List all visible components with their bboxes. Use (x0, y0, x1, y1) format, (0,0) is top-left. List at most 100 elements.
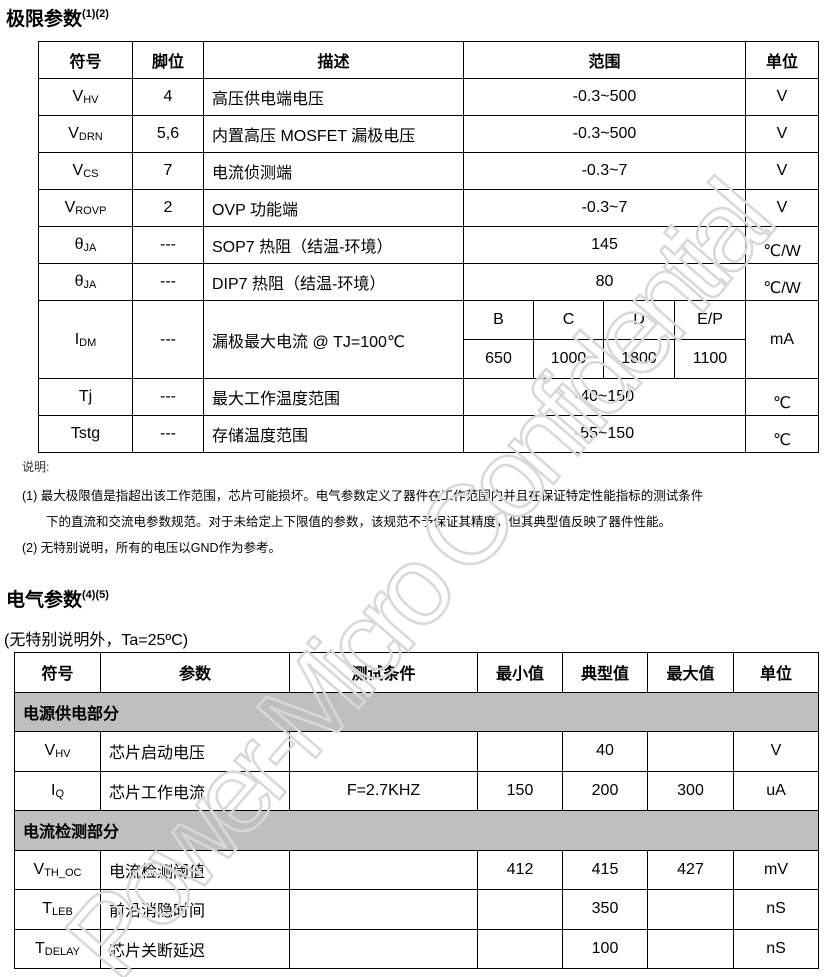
symbol: V (64, 199, 76, 216)
symbol-subscript: DM (79, 336, 97, 349)
column-header: 描述 (203, 41, 464, 79)
note-1-cont: 下的直流和交流电参数规范。对于未给定上下限值的参数，该规范不予保证其精度，但其典… (46, 515, 672, 529)
note-1: (1) 最大极限值是指超出该工作范围，芯片可能损坏。电气参数定义了器件在工作范围… (22, 489, 704, 503)
table-row: Tstg --- 存储温度范围 -55~150 ℃ (38, 415, 820, 453)
table-row: IQ 芯片工作电流 F=2.7KHZ 150 200 300 uA (14, 770, 819, 811)
unit-cell: nS (733, 928, 819, 969)
range-cell: 80 (462, 263, 747, 301)
table-row: VROVP 2 OVP 功能端 -0.3~7 V (38, 189, 820, 227)
symbol-cell: TDELAY (14, 928, 101, 969)
pin-cell: 5,6 (132, 115, 204, 153)
absolute-max-table: 符号 脚位 描述 范围 单位 VHV 4 高压供电端电压 -0.3~500 V VDRN 5,6 内置高… (38, 41, 820, 453)
symbol-cell: VHV (14, 731, 101, 772)
unit-cell: ℃ (745, 378, 820, 416)
cond-cell (289, 889, 478, 930)
symbol-subscript: CS (83, 168, 99, 180)
note-2: (2) 无特别说明，所有的电压以GND作为参考。 (22, 541, 282, 555)
description-cell: OVP 功能端 (203, 189, 464, 227)
symbol-cell: θJA (38, 263, 133, 301)
grade-value: 1100 (673, 339, 747, 379)
symbol-cell: TLEB (14, 889, 101, 930)
table-row: θJA --- DIP7 热阻（结温-环境） 80 ℃/W (38, 263, 820, 301)
symbol-cell: VTH_OC (14, 849, 101, 890)
column-header: 最大值 (647, 652, 734, 693)
unit-cell: uA (733, 770, 819, 811)
section2-title: 电气参数(4)(5) (6, 585, 109, 612)
description-cell: 电流侦测端 (203, 152, 464, 190)
max-cell (647, 928, 734, 969)
column-header: 参数 (100, 652, 290, 693)
column-header: 单位 (745, 41, 820, 79)
column-header: 最小值 (477, 652, 563, 693)
typ-cell: 100 (562, 928, 648, 969)
symbol: I (50, 781, 56, 799)
max-cell (647, 731, 734, 772)
cond-cell: F=2.7KHZ (289, 770, 478, 811)
header-row: 符号 参数 测试条件 最小值 典型值 最大值 单位 (14, 652, 819, 693)
description-cell: 漏极最大电流 @ TJ=100℃ (203, 300, 464, 379)
pin-cell: --- (132, 415, 204, 453)
unit-cell: ℃ (745, 415, 820, 453)
parameter-cell: 芯片启动电压 (100, 731, 290, 772)
section-row: 电流检测部分 (14, 810, 819, 851)
title-text: 电气参数 (6, 590, 83, 611)
grade-value: 1000 (533, 339, 604, 379)
column-header: 测试条件 (289, 652, 478, 693)
test-condition: (无特别说明外，Ta=25ºC) (4, 632, 189, 649)
pin-cell: --- (132, 263, 204, 301)
section-row: 电源供电部分 (14, 691, 819, 732)
unit-cell: V (745, 115, 820, 153)
table-row: VDRN 5,6 内置高压 MOSFET 漏极电压 -0.3~500 V (38, 115, 820, 153)
unit-cell: V (745, 78, 820, 116)
section-label: 电源供电部分 (14, 691, 819, 732)
parameter-cell: 电流检测阈值 (100, 849, 290, 890)
symbol: V (72, 162, 84, 179)
symbol: T (34, 939, 45, 957)
symbol: Tstg (70, 425, 101, 442)
table-row: VCS 7 电流侦测端 -0.3~7 V (38, 152, 820, 190)
column-header: 单位 (733, 652, 819, 693)
symbol: θ (74, 273, 84, 290)
unit-cell: ℃/W (745, 226, 820, 264)
pin-cell: 4 (132, 78, 204, 116)
min-cell (477, 928, 563, 969)
min-cell: 150 (477, 770, 563, 811)
range-cell: -55~150 (462, 415, 747, 453)
description-cell: 高压供电端电压 (203, 78, 464, 116)
symbol: T (42, 900, 52, 918)
title-footnote: (4)(5) (82, 589, 109, 601)
unit-cell: V (745, 152, 820, 190)
description-cell: 最大工作温度范围 (203, 378, 464, 416)
symbol-subscript: JA (83, 279, 97, 291)
grade-value: 650 (463, 339, 534, 379)
typ-cell: 40 (562, 731, 648, 772)
min-cell (477, 889, 563, 930)
section-label: 电流检测部分 (14, 810, 819, 851)
header-row: 符号 脚位 描述 范围 单位 (38, 41, 820, 79)
table-row: 650 1000 1800 1100 (39, 339, 819, 379)
symbol-cell: Tj (38, 378, 133, 416)
range-cell: 145 (462, 226, 747, 264)
grade-header: B (463, 300, 534, 340)
range-cell: -0.3~7 (462, 189, 747, 227)
notes-label: 说明: (22, 460, 50, 474)
column-header: 范围 (462, 41, 747, 79)
symbol: V (33, 860, 45, 878)
section1-title: 极限参数(1)(2) (6, 4, 109, 31)
symbol-subscript: DRN (78, 131, 103, 143)
unit-cell: V (745, 189, 820, 227)
symbol-cell: VROVP (38, 189, 133, 227)
column-header: 典型值 (562, 652, 648, 693)
pin-cell: --- (132, 300, 204, 379)
grade-header: E/P (673, 300, 747, 340)
symbol-subscript: TH_OC (44, 866, 82, 879)
symbol: V (44, 742, 56, 760)
grade-value: 1800 (603, 339, 675, 379)
range-cell: -0.3~500 (462, 115, 747, 153)
symbol-subscript: LEB (51, 906, 73, 919)
table-row: IDM --- 漏极最大电流 @ TJ=100℃ B C D E/P mA (38, 300, 820, 379)
unit-cell: mV (733, 849, 819, 890)
parameter-cell: 芯片关断延迟 (100, 928, 290, 969)
pin-cell: 2 (132, 189, 204, 227)
table-row: VHV 芯片启动电压 40 V (14, 731, 819, 772)
